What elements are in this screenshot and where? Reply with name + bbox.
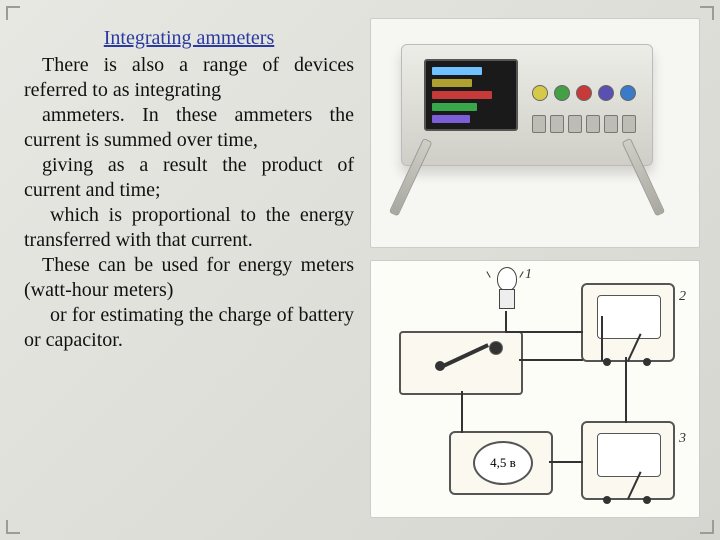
screen-readout [432,67,482,75]
panel-button-icon [604,115,618,133]
panel-button-icon [532,115,546,133]
corner-decoration [700,520,714,534]
wire [519,359,583,361]
battery-label: 4,5 в [473,441,533,485]
heading: Integrating ammeters [24,26,354,51]
knob-icon [620,85,636,101]
wire [549,461,583,463]
image-column: 4,5 в 1 2 3 [370,18,700,518]
text-column: Integrating ammeters There is also a ran… [24,26,354,353]
knob-icon [598,85,614,101]
instrument-screen [424,59,518,131]
knob-icon [532,85,548,101]
wire [625,357,627,423]
screen-readout [432,103,477,111]
screen-readout [432,115,470,123]
knob-icon [554,85,570,101]
switch-icon [399,331,523,395]
ammeter-icon [581,283,675,362]
knob-icon [576,85,592,101]
panel-button-icon [622,115,636,133]
wire [461,391,463,433]
corner-decoration [700,6,714,20]
circuit-diagram: 4,5 в 1 2 3 [370,260,700,518]
screen-readout [432,91,492,99]
diagram-label: 1 [525,267,532,283]
wire [505,311,507,333]
diagram-label: 2 [679,289,686,305]
paragraph: ammeters. In these ammeters the current … [24,103,354,153]
paragraph: These can be used for energy meters (wat… [24,253,354,303]
instrument-photo [370,18,700,248]
instrument-chassis [401,44,653,166]
paragraph: There is also a range of devices referre… [24,53,354,103]
paragraph: giving as a result the product of curren… [24,153,354,203]
lamp-icon [491,267,521,311]
panel-button-icon [550,115,564,133]
slide: Integrating ammeters There is also a ran… [0,0,720,540]
panel-button-icon [568,115,582,133]
wire [601,316,603,361]
battery-icon: 4,5 в [449,431,553,495]
panel-button-icon [586,115,600,133]
screen-readout [432,79,472,87]
wire [505,331,583,333]
diagram-label: 3 [679,431,686,447]
paragraph: which is proportional to the energy tran… [24,203,354,253]
voltmeter-icon [581,421,675,500]
paragraph: or for estimating the charge of battery … [24,303,354,353]
